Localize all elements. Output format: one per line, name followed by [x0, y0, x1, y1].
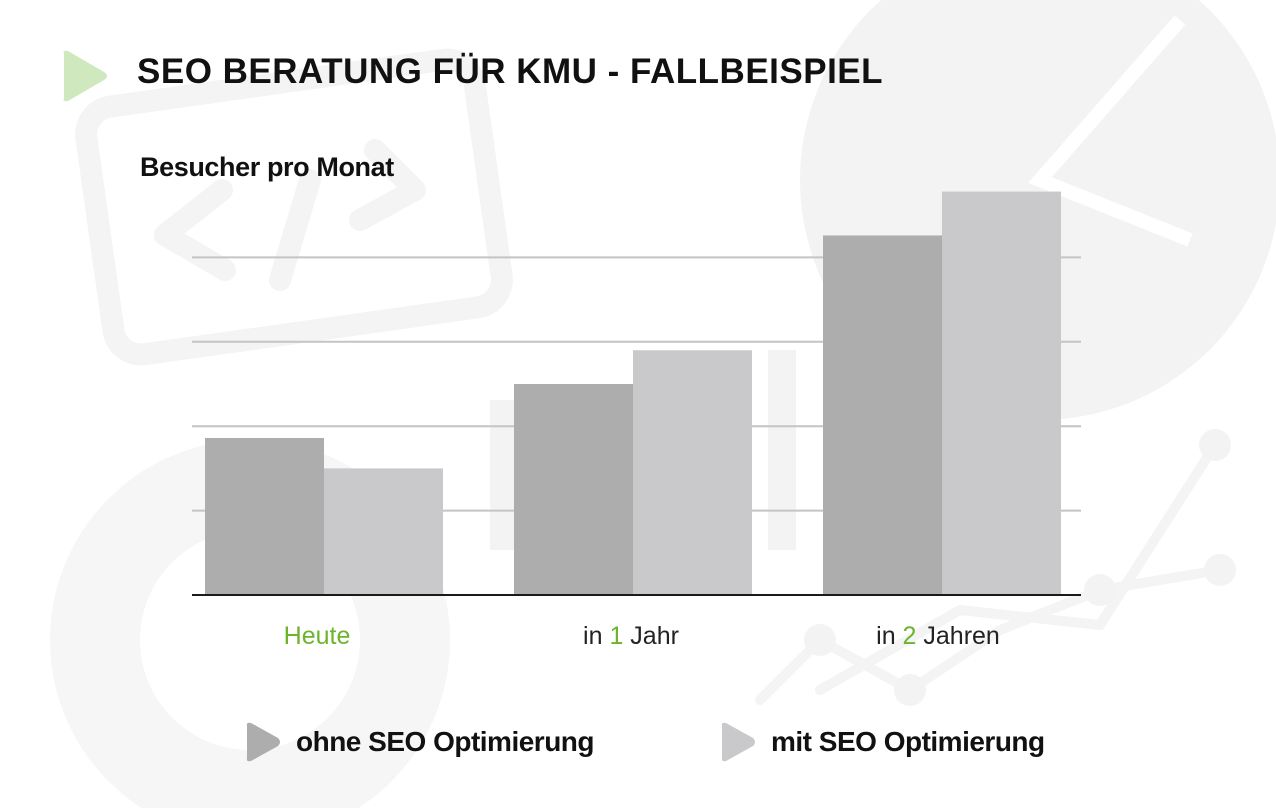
code-bracket-right-decoration — [349, 139, 426, 231]
category-label-accent: 1 — [609, 622, 624, 650]
graph-dot-decoration — [804, 624, 836, 656]
graph-dot-decoration — [894, 674, 926, 706]
bar-decoration — [490, 400, 518, 550]
pie-cut-decoration — [1028, 15, 1193, 247]
category-label-heute: Heute — [177, 622, 457, 651]
category-label-1-jahr: in 1 Jahr — [491, 622, 771, 651]
category-label-prefix: in — [876, 622, 903, 650]
bar-decoration — [768, 350, 796, 550]
chart-title: Besucher pro Monat — [140, 152, 394, 182]
play-arrow-icon — [63, 50, 107, 102]
legend-item-ohne-seo: ohne SEO Optimierung — [244, 720, 595, 764]
bar-series-1-category-2 — [514, 384, 633, 595]
legend-label: ohne SEO Optimierung — [296, 726, 595, 757]
bar-series-1-category-3 — [823, 235, 942, 595]
bar-series-2-category-1 — [324, 468, 443, 595]
legend-arrow-icon — [246, 722, 280, 762]
browser-window-decoration — [75, 48, 513, 366]
legend-label: mit SEO Optimierung — [771, 726, 1045, 757]
code-slash-decoration — [269, 169, 321, 291]
graph-dot-decoration — [1204, 554, 1236, 586]
category-label-prefix: in — [583, 622, 610, 650]
graph-dot-decoration — [1084, 574, 1116, 606]
category-label-suffix: Jahr — [623, 622, 679, 650]
category-label-suffix: Jahren — [916, 622, 1000, 650]
bar-series-2-category-3 — [942, 191, 1061, 595]
page-title: SEO BERATUNG FÜR KMU - FALLBEISPIEL — [137, 52, 884, 91]
category-label-accent: Heute — [283, 622, 351, 650]
legend-arrow-icon — [721, 722, 755, 762]
category-label-accent: 2 — [902, 622, 917, 650]
line-graph-decoration-2 — [815, 440, 1220, 695]
bar-series-1-category-1 — [205, 438, 324, 595]
category-label-2-jahren: in 2 Jahren — [798, 622, 1078, 651]
graph-dot-decoration — [1199, 429, 1231, 461]
bar-series-2-category-2 — [633, 350, 752, 595]
legend-item-mit-seo: mit SEO Optimierung — [719, 720, 1045, 764]
